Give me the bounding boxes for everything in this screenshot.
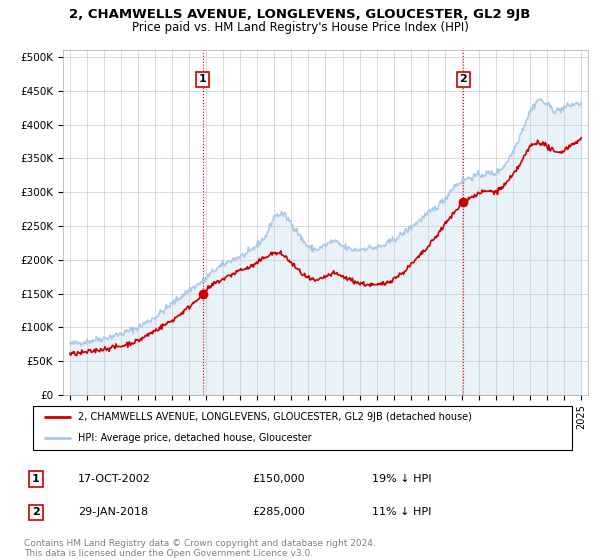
Text: 29-JAN-2018: 29-JAN-2018 [78,507,148,517]
Text: 2, CHAMWELLS AVENUE, LONGLEVENS, GLOUCESTER, GL2 9JB (detached house): 2, CHAMWELLS AVENUE, LONGLEVENS, GLOUCES… [78,412,472,422]
Text: 2: 2 [460,74,467,85]
Text: 1: 1 [199,74,206,85]
Text: 11% ↓ HPI: 11% ↓ HPI [372,507,431,517]
Text: £150,000: £150,000 [252,474,305,484]
Text: 1: 1 [32,474,40,484]
Text: Price paid vs. HM Land Registry's House Price Index (HPI): Price paid vs. HM Land Registry's House … [131,21,469,34]
Text: 17-OCT-2002: 17-OCT-2002 [78,474,151,484]
Text: Contains HM Land Registry data © Crown copyright and database right 2024.
This d: Contains HM Land Registry data © Crown c… [24,539,376,558]
FancyBboxPatch shape [33,406,572,450]
Text: 2, CHAMWELLS AVENUE, LONGLEVENS, GLOUCESTER, GL2 9JB: 2, CHAMWELLS AVENUE, LONGLEVENS, GLOUCES… [70,8,530,21]
Text: 2: 2 [32,507,40,517]
Text: HPI: Average price, detached house, Gloucester: HPI: Average price, detached house, Glou… [78,433,311,444]
Text: £285,000: £285,000 [252,507,305,517]
Text: 19% ↓ HPI: 19% ↓ HPI [372,474,431,484]
